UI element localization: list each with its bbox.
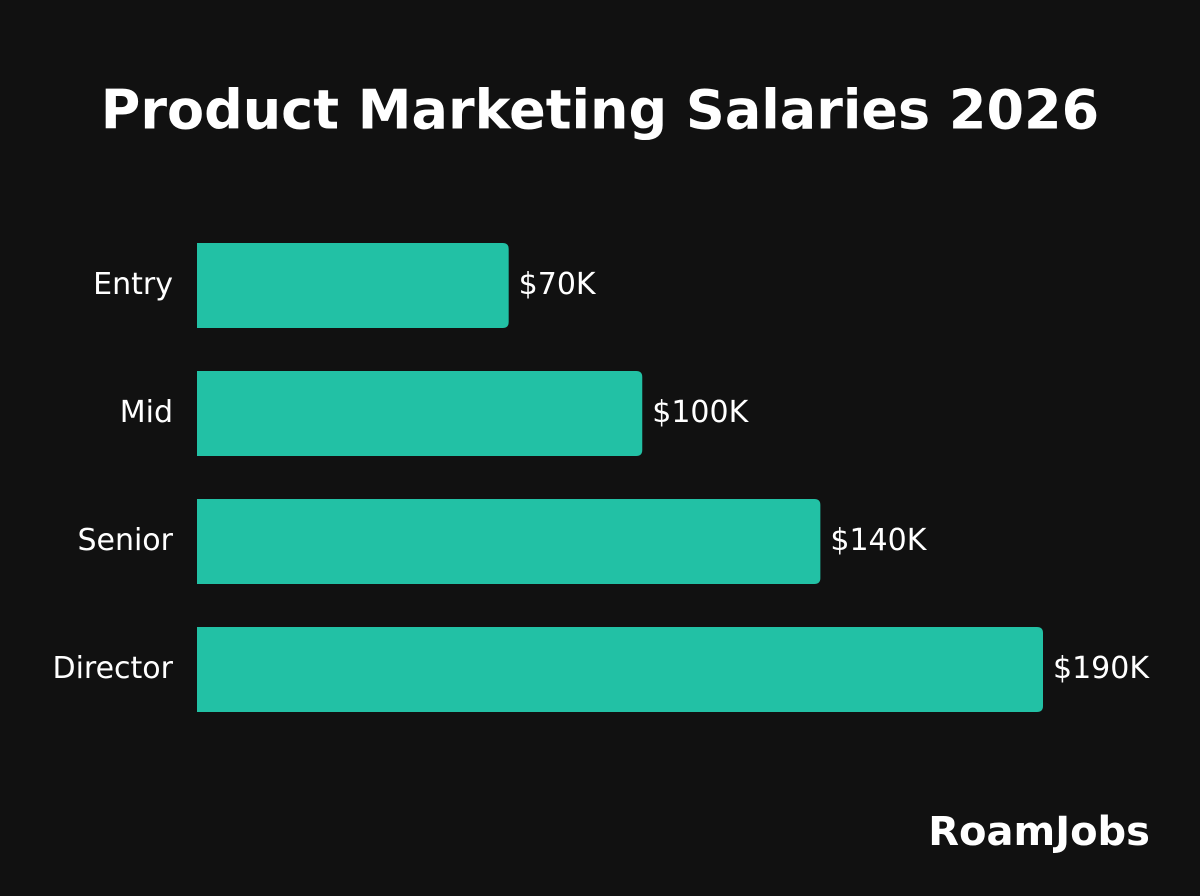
bar [197, 243, 509, 328]
category-label: Mid [120, 395, 173, 430]
value-label: $190K [1053, 651, 1150, 686]
bar [197, 627, 1043, 712]
brand: RoamJobs [928, 809, 1150, 855]
value-label: $140K [830, 523, 927, 558]
value-label: $100K [652, 395, 749, 430]
value-label: $70K [519, 267, 597, 302]
category-label: Senior [77, 523, 173, 558]
chart-title: Product Marketing Salaries 2026 [101, 79, 1099, 142]
category-label: Entry [93, 267, 173, 302]
bar [197, 499, 821, 584]
category-label: Director [52, 651, 173, 686]
bar [197, 371, 643, 456]
